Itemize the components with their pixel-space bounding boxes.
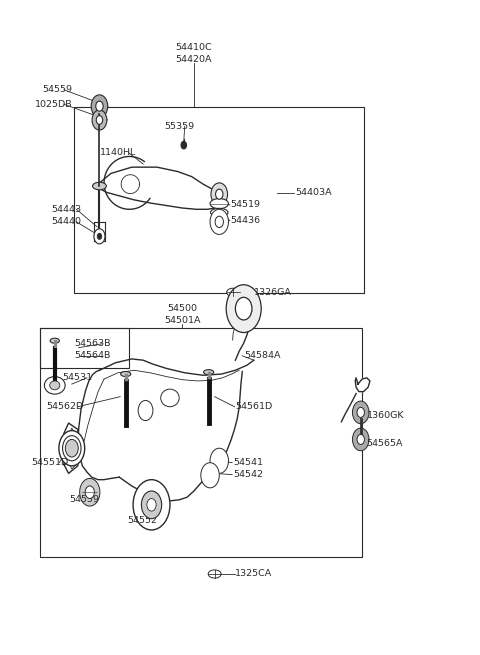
Text: 54559: 54559: [42, 85, 72, 94]
Bar: [74, 107, 364, 293]
Circle shape: [96, 101, 103, 111]
Text: 54436: 54436: [231, 216, 261, 225]
Polygon shape: [121, 175, 140, 194]
Circle shape: [147, 498, 156, 511]
Text: 54501A: 54501A: [164, 316, 201, 325]
Bar: [39, 328, 130, 368]
Circle shape: [352, 401, 369, 424]
Text: 1360GK: 1360GK: [367, 411, 404, 420]
Text: 54541: 54541: [233, 458, 263, 467]
Bar: [39, 328, 362, 557]
Circle shape: [96, 115, 103, 124]
Circle shape: [138, 400, 153, 421]
Text: 54403A: 54403A: [295, 189, 332, 197]
Text: 55359: 55359: [164, 122, 194, 131]
Circle shape: [65, 440, 78, 457]
Ellipse shape: [211, 208, 228, 217]
Text: 54559: 54559: [70, 495, 99, 504]
Text: 1326GA: 1326GA: [254, 288, 292, 297]
Circle shape: [80, 478, 100, 506]
Polygon shape: [99, 167, 226, 210]
Text: 54443: 54443: [51, 205, 81, 214]
Text: 1025DB: 1025DB: [35, 100, 72, 109]
Ellipse shape: [50, 381, 60, 390]
Ellipse shape: [204, 369, 214, 375]
Circle shape: [62, 436, 81, 461]
Circle shape: [92, 110, 107, 130]
Circle shape: [181, 141, 187, 149]
Circle shape: [142, 491, 162, 519]
Ellipse shape: [120, 371, 131, 377]
Ellipse shape: [208, 570, 221, 578]
Text: 54564B: 54564B: [74, 351, 110, 360]
Circle shape: [94, 229, 105, 244]
Text: 54500: 54500: [168, 304, 197, 313]
Circle shape: [133, 479, 170, 530]
Ellipse shape: [227, 288, 240, 296]
Circle shape: [97, 233, 102, 240]
Circle shape: [210, 448, 228, 474]
Circle shape: [85, 486, 95, 498]
Text: 54584A: 54584A: [245, 351, 281, 360]
Circle shape: [357, 407, 364, 417]
Ellipse shape: [50, 338, 60, 343]
Circle shape: [210, 210, 228, 234]
Text: 54562D: 54562D: [47, 402, 84, 411]
Ellipse shape: [210, 198, 228, 209]
Text: 54561D: 54561D: [235, 402, 273, 411]
Circle shape: [226, 285, 261, 333]
Text: 54563B: 54563B: [74, 339, 110, 348]
Circle shape: [352, 428, 369, 451]
Text: 54542: 54542: [233, 470, 263, 479]
Text: 1325CA: 1325CA: [235, 569, 273, 578]
Ellipse shape: [211, 215, 228, 224]
Polygon shape: [64, 423, 79, 474]
Text: 54410C: 54410C: [176, 43, 212, 52]
Ellipse shape: [93, 182, 107, 190]
Circle shape: [211, 183, 228, 206]
Circle shape: [216, 189, 223, 199]
Polygon shape: [355, 378, 370, 392]
Text: 54440: 54440: [51, 217, 81, 227]
Text: 54420A: 54420A: [176, 54, 212, 64]
Text: 54519: 54519: [231, 200, 261, 210]
Circle shape: [357, 434, 364, 445]
Text: 54552: 54552: [127, 516, 157, 525]
Text: 54531: 54531: [62, 373, 93, 383]
Text: 54551D: 54551D: [31, 458, 69, 467]
Text: 54565A: 54565A: [367, 439, 403, 448]
Circle shape: [215, 216, 223, 227]
Circle shape: [91, 95, 108, 117]
Text: 1140HL: 1140HL: [99, 148, 136, 157]
Circle shape: [59, 430, 84, 466]
Ellipse shape: [161, 389, 179, 407]
Ellipse shape: [44, 377, 65, 394]
Circle shape: [235, 297, 252, 320]
Circle shape: [201, 462, 219, 488]
